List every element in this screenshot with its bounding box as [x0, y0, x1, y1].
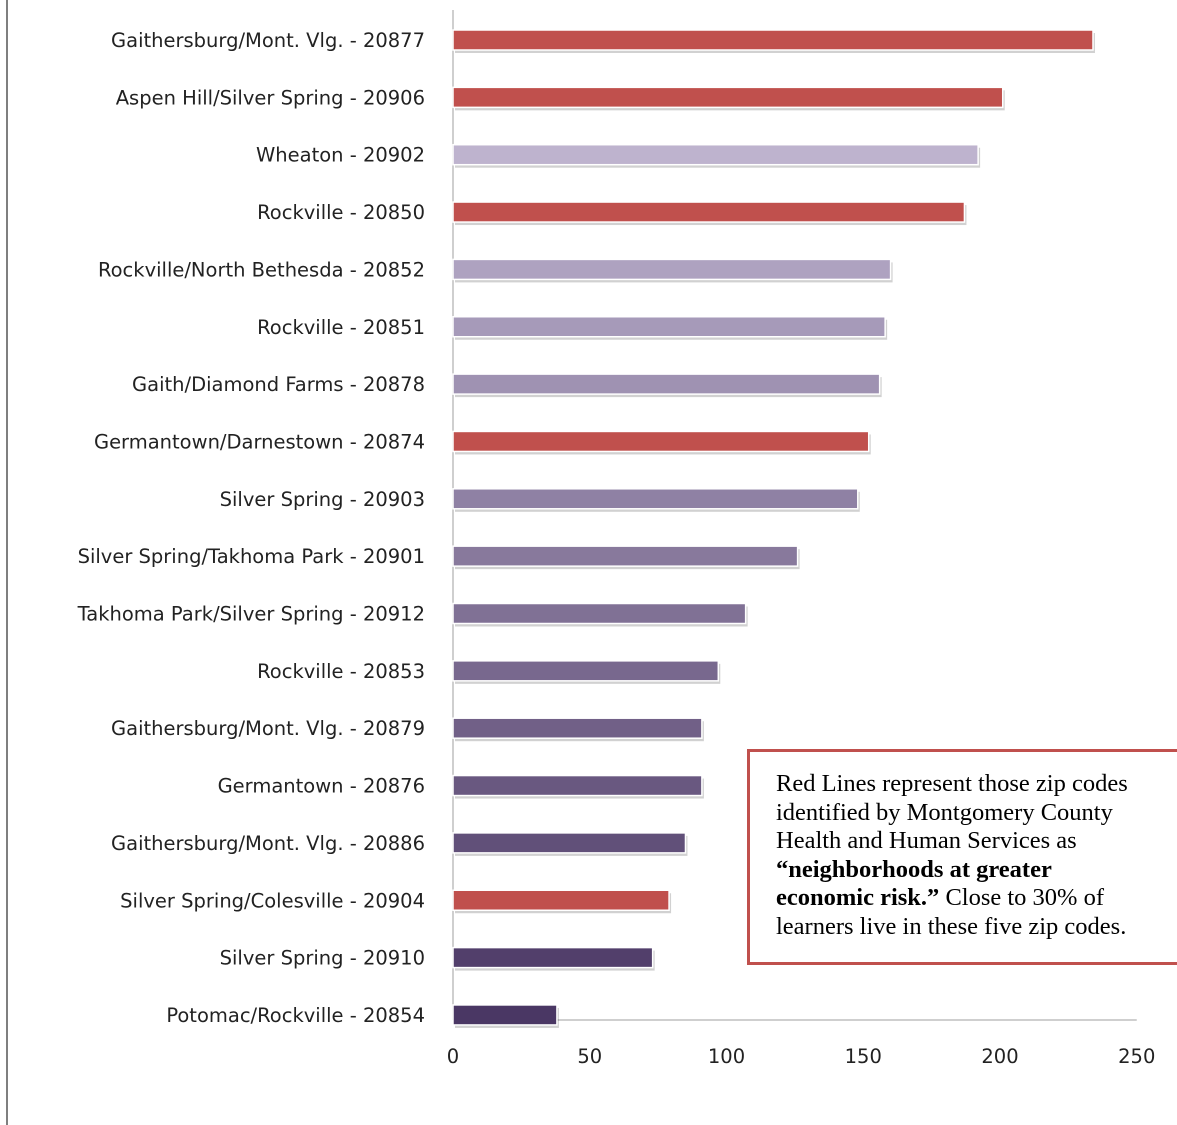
x-tick-label: 200 [981, 1045, 1018, 1068]
category-label: Takhoma Park/Silver Spring - 20912 [77, 603, 425, 626]
category-label: Silver Spring/Takhoma Park - 20901 [78, 545, 425, 568]
annotation-line-6: learners live in these five zip codes. [776, 912, 1127, 940]
category-label: Germantown - 20876 [218, 775, 425, 798]
bar [452, 889, 670, 911]
x-tick-label: 50 [577, 1045, 602, 1068]
bar [452, 430, 870, 453]
category-label: Silver Spring - 20903 [220, 488, 425, 511]
category-label: Silver Spring - 20910 [220, 947, 425, 970]
bar [452, 717, 703, 739]
x-tick-label: 0 [447, 1045, 459, 1068]
category-label: Wheaton - 20902 [256, 144, 425, 167]
category-label: Rockville - 20853 [257, 660, 425, 683]
bar [452, 774, 703, 797]
category-label: Rockville/North Bethesda - 20852 [98, 258, 425, 281]
annotation-line-5-rest: Close to 30% of [939, 884, 1104, 911]
bar [452, 201, 966, 223]
bar [452, 488, 859, 510]
bar [452, 602, 747, 625]
page-left-border [6, 0, 8, 1125]
bar [452, 545, 799, 567]
annotation-line-2: identified by Montgomery County [776, 798, 1113, 826]
bar [452, 316, 886, 338]
bar [452, 946, 654, 969]
x-tick-label: 150 [845, 1045, 882, 1068]
category-label: Silver Spring/Colesville - 20904 [120, 889, 425, 912]
annotation-box: Red Lines represent those zip codes iden… [747, 749, 1177, 965]
bar [452, 143, 979, 166]
category-label: Potomac/Rockville - 20854 [166, 1004, 425, 1027]
annotation-line-1: Red Lines represent those zip codes [776, 770, 1128, 797]
bar [452, 373, 881, 395]
category-label: Rockville - 20851 [257, 316, 425, 339]
bar [452, 29, 1094, 51]
annotation-line-3: Health and Human Services as [776, 827, 1077, 854]
bar [452, 660, 720, 682]
annotation-bold-phrase-1: “neighborhoods at greater [776, 855, 1052, 883]
category-label: Gaithersburg/Mont. Vlg. - 20886 [111, 832, 425, 855]
category-label: Aspen Hill/Silver Spring - 20906 [116, 86, 425, 109]
category-label: Gaithersburg/Mont. Vlg. - 20877 [111, 29, 425, 52]
category-label: Gaith/Diamond Farms - 20878 [132, 373, 425, 396]
x-tick-label: 100 [708, 1045, 745, 1068]
annotation-line-5: economic risk.” Close to 30% of [776, 884, 1177, 913]
annotation-bold-phrase-2: economic risk.” [776, 884, 940, 911]
x-tick-label: 250 [1118, 1045, 1155, 1068]
category-label: Gaithersburg/Mont. Vlg. - 20879 [111, 717, 425, 740]
bar [452, 258, 892, 281]
bar [452, 832, 687, 854]
bar [452, 1004, 558, 1026]
annotation-line-4: “neighborhoods at greater [776, 856, 1177, 885]
plot-area: Gaithersburg/Mont. Vlg. - 20877 Aspen Hil… [77, 10, 1155, 1068]
category-label: Rockville - 20850 [257, 201, 425, 224]
bar [452, 86, 1004, 109]
category-label: Germantown/Darnestown - 20874 [94, 430, 425, 453]
